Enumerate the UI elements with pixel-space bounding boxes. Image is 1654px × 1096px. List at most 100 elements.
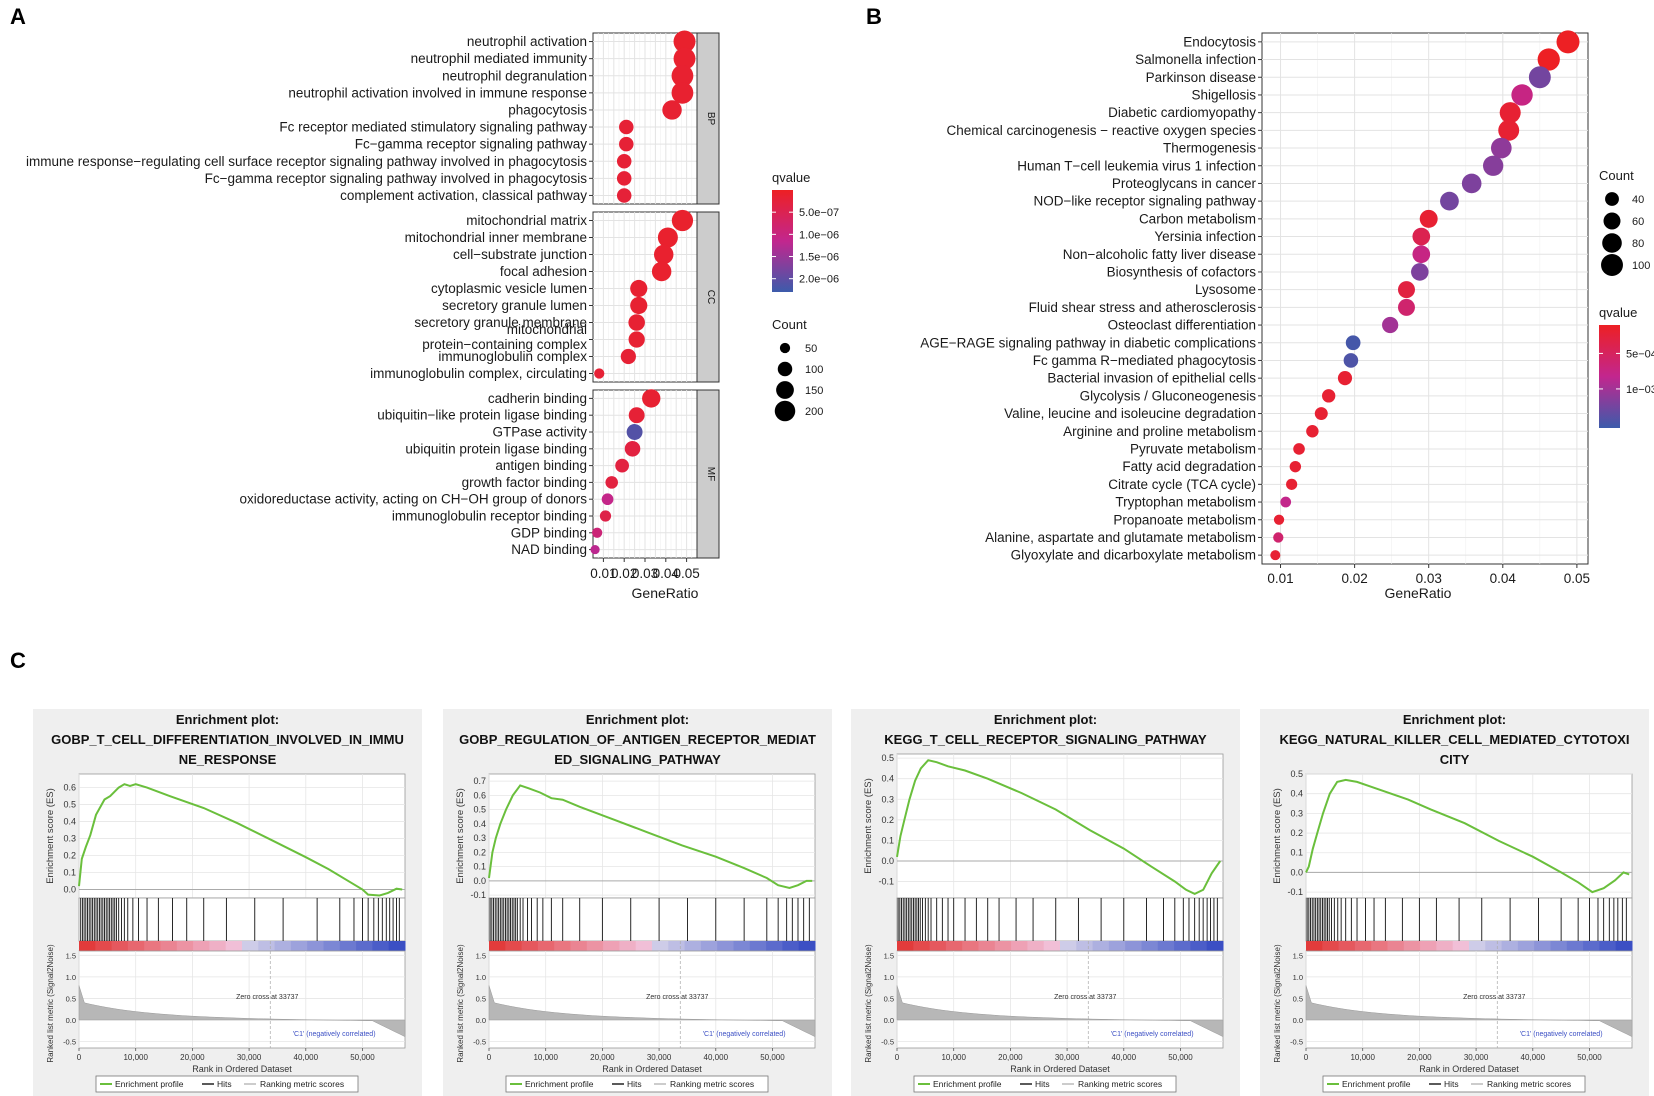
x-tick-label: 0 [487,1053,492,1062]
x-tick-label: 20,000 [180,1053,205,1062]
rank-color-segment [1174,941,1191,951]
dot [653,244,674,265]
rank-color-segment [356,941,373,951]
x-axis-title: Rank in Ordered Dataset [602,1064,702,1074]
dot [1556,30,1580,54]
dot [1286,478,1298,490]
es-axis-title: Enrichment score (ES) [1272,788,1283,884]
term-label: Non−alcoholic fatty liver disease [1063,247,1256,262]
x-axis-title: Rank in Ordered Dataset [1010,1064,1110,1074]
es-tick-label: -0.1 [470,890,486,900]
term-label: cadherin binding [488,391,587,406]
rank-tick-label: 1.5 [884,951,894,960]
enrichment-profile-line [1305,778,1630,894]
x-tick-label: 0.05 [673,566,699,581]
dot [630,279,648,298]
dot [1397,281,1415,299]
rank-color-segment [290,941,308,951]
rank-color-segment [1501,941,1519,951]
term-label: secretory granule membrane [414,315,587,330]
x-tick-label: 0.01 [1267,571,1293,586]
x-tick-label: 0.03 [632,566,658,581]
term-label: NAD binding [511,542,587,557]
rank-color-segment [160,941,178,951]
x-axis-title: Rank in Ordered Dataset [192,1064,292,1074]
dot [1273,532,1284,543]
dot [616,188,632,203]
rank-tick-label: 1.0 [1293,973,1303,982]
rank-color-segment [505,941,523,951]
x-tick-label: 0 [77,1053,82,1062]
x-tick-label: 50,000 [1168,1053,1193,1062]
plot-title-line2: GOBP_T_CELL_DIFFERENTIATION_INVOLVED_IN_… [51,732,404,747]
rank-color-segment [1485,941,1503,951]
term-label: mitochondrial matrix [466,213,587,228]
dot [657,227,678,248]
enrichment-profile-line [896,759,1222,896]
legend-count-A: Count 50 100 150 200 [772,317,823,422]
dot [616,171,632,186]
term-label: neutrophil activation [467,34,587,49]
legend-label: 100 [805,364,823,376]
rank-color-segment [1125,941,1142,951]
term-label: Endocytosis [1183,34,1256,49]
x-tick-label: 50,000 [350,1053,375,1062]
rank-color-segment [1108,941,1126,951]
rank-color-segment [1076,941,1094,951]
legend-label-profile: Enrichment profile [115,1079,184,1089]
term-label: AGE−RAGE signaling pathway in diabetic c… [920,335,1256,350]
term-label: mitochondrial protein−containing complex [422,322,587,352]
term-label: Parkinson disease [1146,70,1256,85]
rank-color-segment [929,941,947,951]
rank-color-segment [962,941,979,951]
dot [599,510,612,522]
rank-tick-label: 1.5 [1293,951,1303,960]
es-area [1305,773,1633,899]
dot [1337,371,1353,386]
rank-color-segment [684,941,702,951]
legend-dot [779,342,791,354]
panel-B-plot: Endocytosis Salmonella infection Parkinson… [920,30,1590,601]
rank-color-segment [242,941,259,951]
rank-color-segment [372,941,390,951]
legend-label-profile: Enrichment profile [1342,1079,1411,1089]
rank-color-segment [619,941,637,951]
legend-box [505,1075,769,1093]
rank-color-segment [1534,941,1551,951]
es-tick-label: 0.0 [63,885,76,895]
rank-color-segment [489,941,506,951]
x-tick-label: 20,000 [998,1053,1023,1062]
x-tick-label: 20,000 [590,1053,615,1062]
term-label: Carbon metabolism [1139,211,1256,226]
es-tick-label: 0.2 [63,851,76,861]
es-tick-label: 0.0 [473,876,486,886]
plot-title-line2: GOBP_REGULATION_OF_ANTIGEN_RECEPTOR_MEDI… [459,732,816,747]
dot [1537,48,1560,71]
rank-color-segment [1141,941,1159,951]
plot-title-line1: Enrichment plot: [1403,712,1506,727]
rank-tick-label: 0.0 [884,1016,894,1025]
legend-title: qvalue [772,170,810,185]
rank-color-segment [782,941,800,951]
rank-color-segment [700,941,718,951]
rank-color-segment [913,941,931,951]
legend-label: 60 [1632,216,1644,228]
rank-color-segment [176,941,194,951]
term-label: focal adhesion [500,264,587,279]
es-tick-label: 0.2 [473,847,486,857]
rank-tick-label: -0.5 [881,1038,894,1047]
rank-axis-title: Ranked list metric (Signal2Noise) [1273,944,1282,1063]
term-label: Yersinia infection [1154,229,1256,244]
term-label: Shigellosis [1191,87,1256,102]
legend-label: 150 [805,385,823,397]
rank-area [78,950,406,1049]
plot-frame [1261,32,1589,565]
x-tick-label: 50,000 [760,1053,785,1062]
legend-dot [1602,233,1622,253]
legend-label-hits: Hits [217,1079,232,1089]
rank-color-segment [111,941,129,951]
dot [1280,496,1292,508]
hits-area [488,897,816,942]
x-tick-label: 30,000 [237,1053,262,1062]
dot [1293,443,1305,455]
